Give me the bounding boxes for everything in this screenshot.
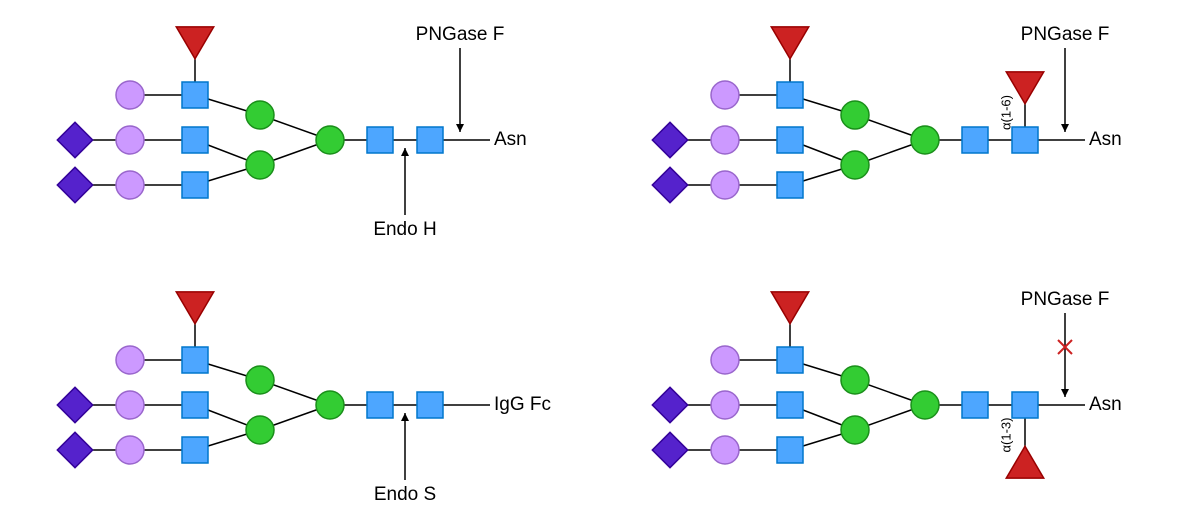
glcnac-core-2 <box>417 127 443 153</box>
bonds <box>75 40 490 185</box>
glcnac-bot <box>182 437 208 463</box>
panel-bottom-right: α(1-3) Asn PNGase F <box>652 289 1121 478</box>
terminal-label: Asn <box>1089 394 1122 415</box>
galactose-top <box>116 81 144 109</box>
mannose-core <box>316 126 344 154</box>
mannose-lower <box>841 151 869 179</box>
galactose-bot <box>116 171 144 199</box>
mannose-core <box>316 391 344 419</box>
panel-bottom-left: IgG Fc Endo S <box>57 292 551 505</box>
mannose-upper <box>246 366 274 394</box>
sialic-bot <box>652 167 687 202</box>
glcnac-core-2 <box>417 392 443 418</box>
glcnac-core-2 <box>1012 392 1038 418</box>
glcnac-top <box>182 347 208 373</box>
sialic-bot <box>57 167 92 202</box>
galactose-top <box>711 346 739 374</box>
galactose-mid <box>116 391 144 419</box>
sialic-bot <box>652 432 687 467</box>
glcnac-core-1 <box>367 392 393 418</box>
fucose-bisect <box>176 27 213 59</box>
shapes <box>57 292 443 468</box>
shapes <box>652 27 1043 203</box>
glcnac-bot <box>777 437 803 463</box>
shapes <box>652 292 1043 478</box>
enzyme-label-mid: Endo H <box>373 219 436 240</box>
mannose-lower <box>246 416 274 444</box>
linkage-label: α(1-3) <box>998 418 1013 453</box>
terminal-label: Asn <box>1089 129 1122 150</box>
galactose-top <box>711 81 739 109</box>
enzyme-label-top: PNGase F <box>1021 24 1110 45</box>
sialic-mid <box>652 122 687 157</box>
sialic-mid <box>652 387 687 422</box>
fucose-bisect <box>176 292 213 324</box>
mannose-core <box>911 126 939 154</box>
sialic-mid <box>57 122 92 157</box>
fucose-bisect <box>771 292 808 324</box>
glcnac-mid <box>777 127 803 153</box>
bonds <box>670 40 1085 185</box>
glcnac-core-2 <box>1012 127 1038 153</box>
glcnac-core-1 <box>367 127 393 153</box>
glcnac-bot <box>777 172 803 198</box>
terminal-label: IgG Fc <box>494 394 551 415</box>
glcnac-mid <box>182 127 208 153</box>
bonds <box>75 305 490 450</box>
glcnac-mid <box>777 392 803 418</box>
glcnac-core-1 <box>962 392 988 418</box>
sialic-bot <box>57 432 92 467</box>
mannose-upper <box>246 101 274 129</box>
galactose-bot <box>116 436 144 464</box>
glcnac-top <box>777 82 803 108</box>
enzyme-label-top: PNGase F <box>416 24 505 45</box>
glcnac-top <box>182 82 208 108</box>
panel-top-right: α(1-6) Asn PNGase F <box>652 24 1121 203</box>
mannose-upper <box>841 101 869 129</box>
mannose-lower <box>246 151 274 179</box>
panel-top-left: Asn PNGase F Endo H <box>57 24 526 240</box>
galactose-mid <box>116 126 144 154</box>
galactose-bot <box>711 436 739 464</box>
glcnac-core-1 <box>962 127 988 153</box>
glcnac-mid <box>182 392 208 418</box>
glcnac-top <box>777 347 803 373</box>
terminal-label: Asn <box>494 129 527 150</box>
sialic-mid <box>57 387 92 422</box>
glycan-diagram: Asn PNGase F Endo H IgG Fc Endo S α(1-6) Asn PN… <box>0 0 1181 531</box>
galactose-bot <box>711 171 739 199</box>
enzyme-label-top: PNGase F <box>1021 289 1110 310</box>
fucose-bisect <box>771 27 808 59</box>
mannose-core <box>911 391 939 419</box>
enzyme-label-mid: Endo S <box>374 484 436 505</box>
mannose-lower <box>841 416 869 444</box>
shapes <box>57 27 443 203</box>
mannose-upper <box>841 366 869 394</box>
galactose-top <box>116 346 144 374</box>
linkage-label: α(1-6) <box>998 95 1013 130</box>
galactose-mid <box>711 391 739 419</box>
glcnac-bot <box>182 172 208 198</box>
galactose-mid <box>711 126 739 154</box>
